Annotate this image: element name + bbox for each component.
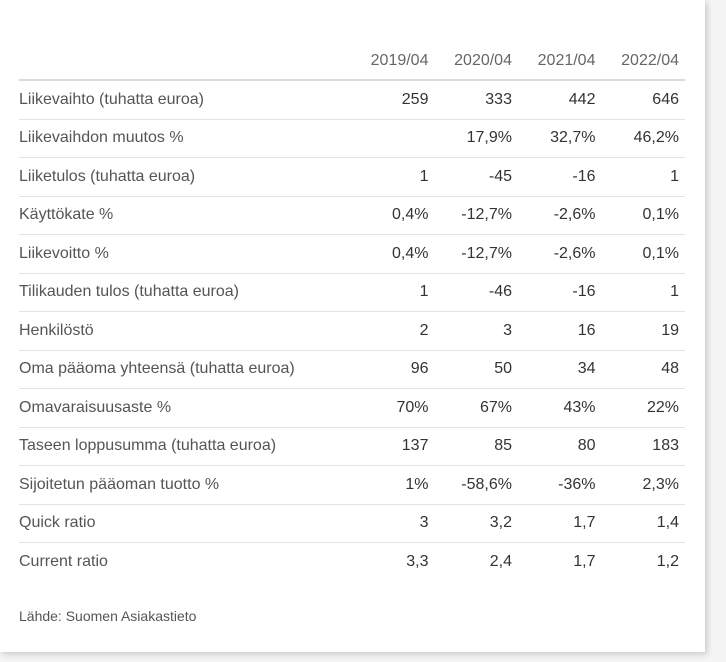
row-value: 22% [601, 388, 685, 428]
row-value: 0,1% [601, 196, 685, 235]
row-value: 259 [350, 80, 435, 120]
row-label: Omavaraisuusaste % [19, 388, 351, 428]
row-label: Quick ratio [19, 504, 351, 543]
table-row: Current ratio 3,3 2,4 1,7 1,2 [19, 543, 685, 581]
row-value: 46,2% [601, 119, 685, 158]
row-value: 43% [517, 388, 602, 428]
row-value: -16 [517, 157, 602, 197]
row-value: 17,9% [434, 119, 518, 158]
column-header: 2019/04 [350, 42, 435, 81]
row-value: 34 [517, 350, 602, 389]
row-value: -36% [517, 465, 602, 505]
row-value: 1 [350, 157, 435, 197]
row-value [350, 119, 435, 158]
row-value: 32,7% [517, 119, 602, 158]
row-value: -2,6% [517, 234, 602, 274]
table-row: Sijoitetun pääoman tuotto % 1% -58,6% -36% 2… [19, 465, 685, 505]
row-label: Taseen loppusumma (tuhatta euroa) [19, 427, 351, 466]
row-label: Liikevoitto % [19, 234, 351, 274]
row-value: 137 [350, 427, 435, 466]
row-value: 2,4 [489, 552, 512, 570]
source-note: Lähde: Suomen Asiakastieto [19, 608, 197, 624]
row-value: 0,4% [350, 196, 435, 235]
table-row: Quick ratio 3 3,2 1,7 1,4 [19, 504, 685, 543]
row-value: -12,7% [434, 234, 518, 274]
row-value: 442 [517, 80, 602, 120]
row-value: 646 [601, 80, 685, 120]
row-label: Henkilöstö [19, 311, 351, 351]
row-value: -2,6% [517, 196, 602, 235]
table-row: Oma pääoma yhteensä (tuhatta euroa) 96 50 3… [19, 350, 685, 389]
row-value: 183 [601, 427, 685, 466]
table-row: Käyttökate % 0,4% -12,7% -2,6% 0,1% [19, 196, 685, 235]
table-row: Liikevoitto % 0,4% -12,7% -2,6% 0,1% [19, 234, 685, 274]
financials-table: 2019/04 2020/04 2021/04 2022/04 Liikevai… [19, 42, 685, 581]
row-value: 1,2 [656, 552, 679, 570]
row-value: 1 [601, 157, 685, 197]
row-value: 70% [350, 388, 435, 428]
row-value: 0,1% [601, 234, 685, 274]
row-label: Käyttökate % [19, 196, 351, 235]
row-value: 2,3% [601, 465, 685, 505]
row-value: 19 [601, 311, 685, 351]
row-value: 50 [434, 350, 518, 389]
row-value: 85 [434, 427, 518, 466]
row-label: Liikevaihto (tuhatta euroa) [19, 80, 351, 120]
row-value: 1,7 [517, 504, 602, 543]
financials-card: 2019/04 2020/04 2021/04 2022/04 Liikevai… [0, 0, 705, 652]
table-header-row: 2019/04 2020/04 2021/04 2022/04 [19, 42, 685, 81]
row-label: Sijoitetun pääoman tuotto % [19, 465, 351, 505]
row-value: 3 [434, 311, 518, 351]
row-value: 96 [350, 350, 435, 389]
row-value: -46 [434, 273, 518, 312]
column-header: 2021/04 [517, 42, 602, 81]
row-value: 48 [601, 350, 685, 389]
header-label-cell [19, 42, 351, 81]
row-value: -12,7% [434, 196, 518, 235]
table-row: Henkilöstö 2 3 16 19 [19, 311, 685, 351]
row-value: 1 [350, 273, 435, 312]
row-value: 1,7 [573, 552, 596, 570]
table-row: Taseen loppusumma (tuhatta euroa) 137 85 80… [19, 427, 685, 466]
column-header: 2020/04 [434, 42, 518, 81]
row-value: -45 [434, 157, 518, 197]
table-row: Tilikauden tulos (tuhatta euroa) 1 -46 -16 1 [19, 273, 685, 312]
row-value: 2 [350, 311, 435, 351]
row-value: 1 [601, 273, 685, 312]
row-value: 1,4 [601, 504, 685, 543]
row-value: 3 [350, 504, 435, 543]
row-value: 1% [350, 465, 435, 505]
row-value: 67% [434, 388, 518, 428]
row-label: Oma pääoma yhteensä (tuhatta euroa) [19, 350, 351, 389]
table-row: Liikevaihdon muutos % 17,9% 32,7% 46,2% [19, 119, 685, 158]
row-value: 0,4% [350, 234, 435, 274]
column-header: 2022/04 [601, 42, 685, 81]
row-value: 3,2 [434, 504, 518, 543]
table-row: Liiketulos (tuhatta euroa) 1 -45 -16 1 [19, 157, 685, 197]
table-row: Liikevaihto (tuhatta euroa) 259 333 442 646 [19, 80, 685, 120]
row-value: 80 [517, 427, 602, 466]
row-label: Liikevaihdon muutos % [19, 119, 351, 158]
row-value: 3,3 [406, 552, 429, 570]
row-label: Tilikauden tulos (tuhatta euroa) [19, 273, 351, 312]
row-label: Current ratio [19, 552, 108, 570]
row-label: Liiketulos (tuhatta euroa) [19, 157, 351, 197]
row-value: 16 [517, 311, 602, 351]
table-row: Omavaraisuusaste % 70% 67% 43% 22% [19, 388, 685, 428]
row-value: -16 [517, 273, 602, 312]
row-value: 333 [434, 80, 518, 120]
row-value: -58,6% [434, 465, 518, 505]
